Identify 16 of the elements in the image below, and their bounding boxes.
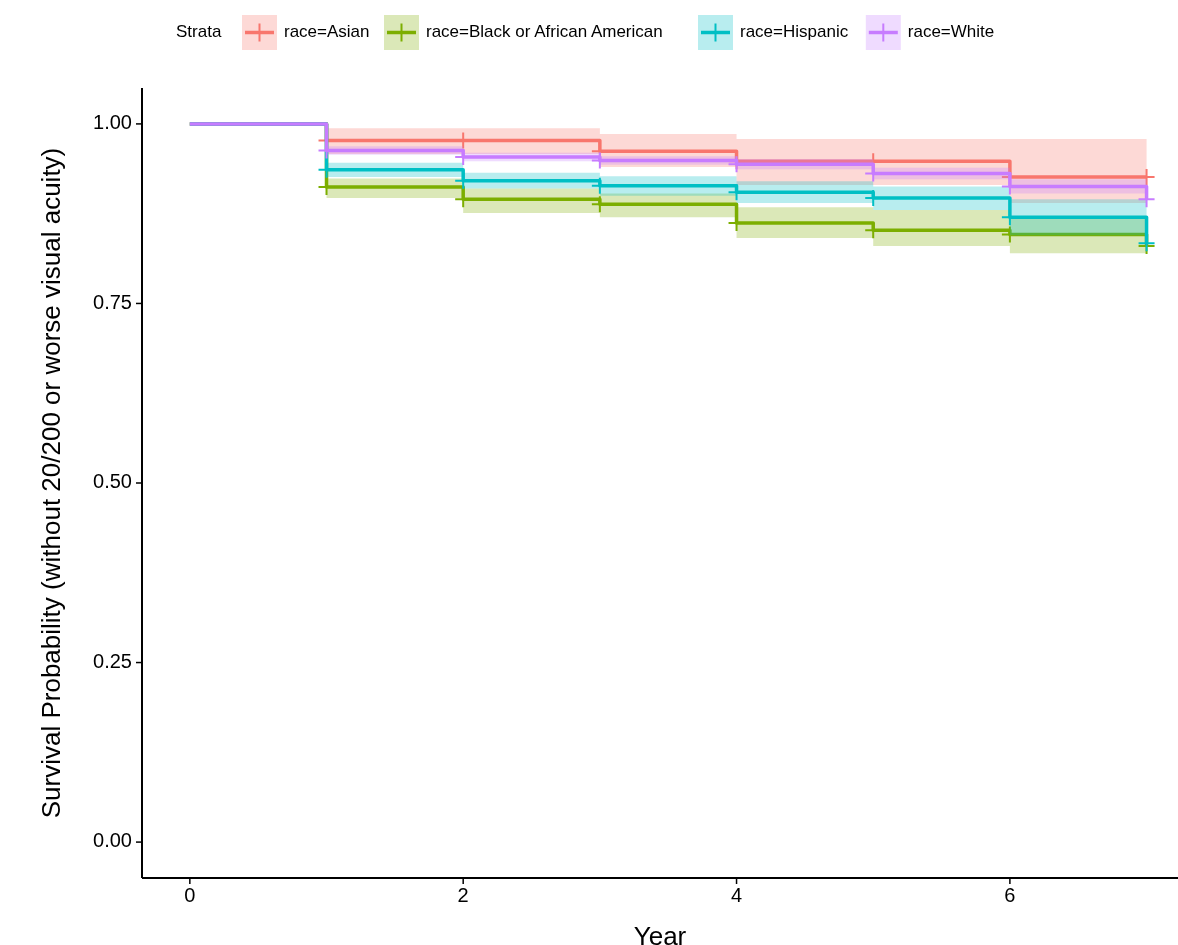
y-tick-label: 0.75 [93,290,132,313]
legend-label: race=Asian [284,22,370,42]
x-tick-label: 4 [730,884,743,906]
y-tick-label: 0.50 [93,470,132,493]
legend-label: race=Black or African American [426,22,663,42]
y-axis-title: Survival Probability (without 20/200 or worse visual acuity) [36,147,66,819]
y-tick-label: 0.25 [93,649,132,672]
legend-label: race=White [907,22,995,42]
legend-title: Strata [176,22,222,42]
x-axis-title: Year [633,921,687,945]
x-tick-label: 2 [457,884,469,906]
x-tick-label: 6 [1004,884,1016,906]
x-tick-label: 0 [184,884,196,906]
y-tick-label: 1.00 [93,111,132,134]
legend-label: race=Hispanic [740,22,849,42]
y-tick-label: 0.00 [93,829,132,852]
